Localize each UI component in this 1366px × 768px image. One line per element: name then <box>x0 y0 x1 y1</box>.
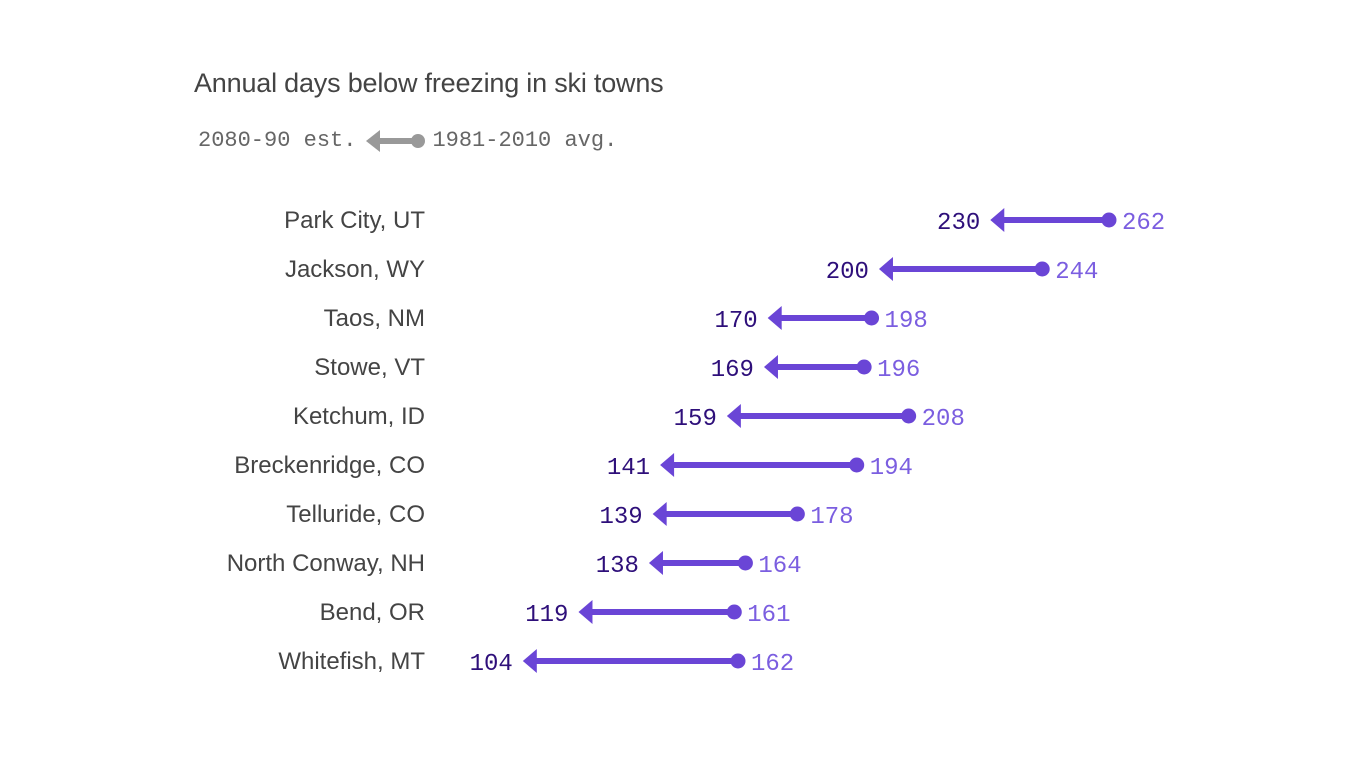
start-dot <box>856 359 872 375</box>
start-value-label: 161 <box>747 602 790 629</box>
start-value-label: 162 <box>751 651 794 678</box>
start-dot <box>1034 261 1050 277</box>
legend-end-label: 2080-90 est. <box>198 128 357 153</box>
end-value-label: 104 <box>470 651 513 678</box>
category-label: Telluride, CO <box>286 501 425 528</box>
end-value-label: 138 <box>596 553 639 580</box>
end-value-label: 119 <box>525 602 568 629</box>
category-label: North Conway, NH <box>227 550 425 577</box>
end-value-label: 139 <box>599 504 642 531</box>
end-value-label: 230 <box>937 210 980 237</box>
category-label: Park City, UT <box>284 207 425 234</box>
legend-start-label: 1981-2010 avg. <box>432 128 618 153</box>
end-value-label: 200 <box>826 259 869 286</box>
category-label: Taos, NM <box>324 305 425 332</box>
start-dot <box>901 408 917 424</box>
category-label: Stowe, VT <box>314 354 425 381</box>
start-dot <box>737 555 753 571</box>
chart-title: Annual days below freezing in ski towns <box>194 68 664 98</box>
category-label: Ketchum, ID <box>293 403 425 430</box>
arrow-head <box>660 453 675 477</box>
start-value-label: 194 <box>870 455 913 482</box>
start-value-label: 198 <box>885 308 928 335</box>
start-value-label: 262 <box>1122 210 1165 237</box>
arrow-head <box>652 502 667 526</box>
start-dot <box>849 457 865 473</box>
arrow-head <box>648 551 663 575</box>
start-value-label: 244 <box>1055 259 1098 286</box>
end-value-label: 141 <box>607 455 650 482</box>
category-label: Whitefish, MT <box>278 648 425 675</box>
arrow-head <box>763 355 778 379</box>
arrow-head <box>578 600 593 624</box>
legend-arrow-icon <box>366 129 426 152</box>
end-value-label: 169 <box>711 357 754 384</box>
legend: 2080-90 est. 1981-2010 avg. <box>198 128 617 153</box>
start-dot <box>789 506 805 522</box>
start-value-label: 208 <box>922 406 965 433</box>
start-dot <box>726 604 742 620</box>
category-label: Breckenridge, CO <box>234 452 425 479</box>
start-value-label: 164 <box>758 553 801 580</box>
start-value-label: 196 <box>877 357 920 384</box>
start-dot <box>864 310 880 326</box>
arrow-head <box>878 257 893 281</box>
category-label: Jackson, WY <box>285 256 425 283</box>
end-value-label: 159 <box>674 406 717 433</box>
arrow-head <box>767 306 782 330</box>
category-label: Bend, OR <box>320 599 425 626</box>
arrow-head <box>990 208 1005 232</box>
start-dot <box>730 653 746 669</box>
arrow-head <box>522 649 537 673</box>
end-value-label: 170 <box>714 308 757 335</box>
arrow-head <box>726 404 741 428</box>
start-dot <box>1101 212 1117 228</box>
start-value-label: 178 <box>810 504 853 531</box>
